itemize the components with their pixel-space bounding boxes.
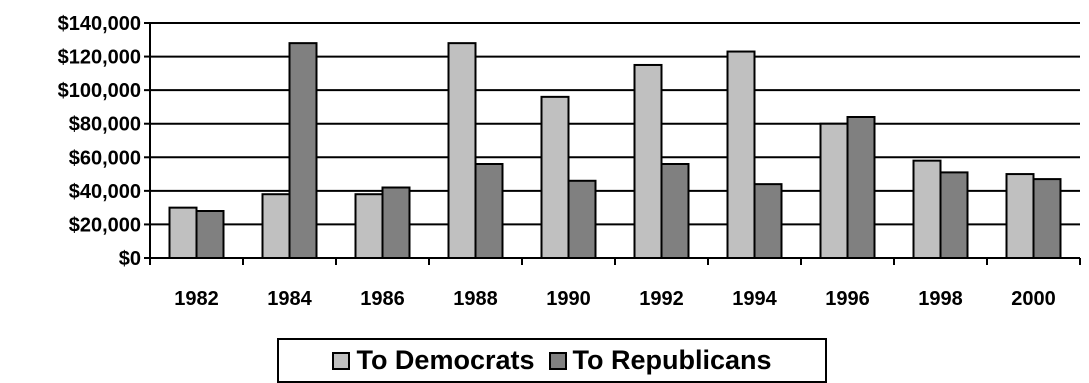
legend-label-republicans: To Republicans — [572, 345, 772, 375]
bar-democrats-1982 — [168, 206, 198, 259]
bar-democrats-2000 — [1005, 173, 1035, 259]
bar-republicans-1990 — [567, 179, 597, 260]
y-tick-label: $40,000 — [69, 181, 141, 203]
bar-democrats-1986 — [354, 193, 384, 259]
x-axis-labels: 1982 1984 1986 1988 1990 1992 1994 1996 1998 2000 — [174, 288, 1056, 310]
x-tick-label: 1982 — [174, 288, 219, 310]
x-tick-label: 1992 — [639, 288, 684, 310]
bar-democrats-1992 — [633, 63, 663, 260]
y-tick-label: $0 — [119, 248, 141, 270]
bar-republicans-2000 — [1032, 178, 1062, 260]
bars — [168, 42, 1062, 260]
x-tick-label: 1984 — [267, 288, 312, 310]
bar-republicans-1986 — [381, 186, 411, 259]
bar-democrats-1998 — [912, 159, 942, 259]
x-tick-label: 2000 — [1011, 288, 1056, 310]
legend-swatch-democrats — [332, 351, 351, 370]
bar-democrats-1994 — [726, 50, 756, 259]
bar-republicans-1984 — [288, 42, 318, 260]
bar-republicans-1988 — [474, 163, 504, 259]
bar-republicans-1996 — [846, 116, 876, 259]
bar-democrats-1996 — [819, 122, 849, 260]
bar-democrats-1984 — [261, 193, 291, 259]
y-tick-label: $80,000 — [69, 114, 141, 136]
bar-democrats-1990 — [540, 95, 570, 259]
x-tick-label: 1988 — [453, 288, 498, 310]
x-tick-label: 1996 — [825, 288, 870, 310]
bar-chart: $0 $20,000 $40,000 $60,000 $80,000 $100,000 $1… — [58, 13, 1081, 310]
legend-swatch-republicans — [548, 351, 567, 370]
legend-item-democrats: To Democrats — [332, 345, 535, 376]
x-tick-label: 1994 — [732, 288, 777, 310]
bar-republicans-1994 — [753, 183, 783, 259]
bar-republicans-1992 — [660, 163, 690, 259]
legend-label-democrats: To Democrats — [356, 345, 535, 375]
x-tick-label: 1990 — [546, 288, 591, 310]
x-tick-label: 1986 — [360, 288, 405, 310]
y-tick-label: $120,000 — [58, 47, 141, 69]
x-tick-label: 1998 — [918, 288, 963, 310]
y-tick-label: $140,000 — [58, 13, 141, 35]
bar-republicans-1982 — [195, 210, 225, 259]
legend-item-republicans: To Republicans — [548, 345, 772, 376]
axes — [144, 22, 1081, 265]
y-tick-label: $20,000 — [69, 214, 141, 236]
y-tick-label: $60,000 — [69, 147, 141, 169]
legend: To Democrats To Republicans — [277, 338, 827, 383]
y-axis-labels: $0 $20,000 $40,000 $60,000 $80,000 $100,000 $1… — [58, 13, 141, 270]
bar-republicans-1998 — [939, 171, 969, 259]
y-tick-label: $100,000 — [58, 80, 141, 102]
bar-democrats-1988 — [447, 42, 477, 260]
